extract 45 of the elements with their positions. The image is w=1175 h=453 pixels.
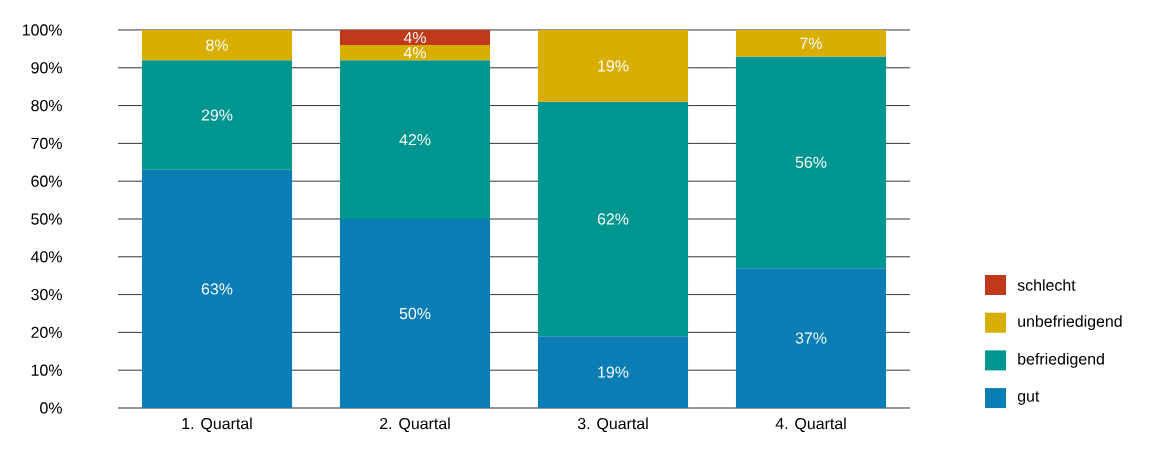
bar	[339, 29, 491, 46]
data-label: 7%	[800, 37, 822, 49]
bar	[339, 218, 491, 408]
data-label: 62%	[597, 213, 629, 225]
data-label: 19%	[598, 366, 629, 378]
y-tick-label: 20%	[31, 326, 62, 339]
y-tick-label: 90%	[31, 62, 62, 74]
y-tick-label: 30%	[31, 288, 62, 301]
legend-label: unbefriedigend	[1018, 315, 1122, 331]
y-tick-label: 10%	[31, 364, 62, 376]
y-tick-label: 0%	[40, 402, 62, 414]
bar	[339, 60, 491, 219]
bar	[537, 101, 689, 337]
data-label: 4%	[403, 31, 426, 44]
bar	[537, 29, 689, 102]
data-label: 50%	[399, 307, 431, 320]
legend-label: gut	[1017, 391, 1040, 405]
bar	[735, 268, 887, 408]
legend-label: schlecht	[1017, 279, 1076, 291]
y-tick-label: 80%	[31, 99, 62, 112]
data-label: 37%	[795, 332, 827, 344]
bar	[141, 29, 293, 61]
y-tick-label: 40%	[30, 251, 62, 263]
x-tick-label: 1. Quartal	[182, 417, 252, 433]
bar	[141, 169, 293, 408]
data-label: 42%	[399, 134, 431, 146]
bar	[339, 45, 491, 61]
bar	[537, 336, 689, 408]
bar	[735, 29, 887, 57]
y-tick-label: 60%	[31, 175, 62, 187]
data-label: 19%	[598, 60, 629, 72]
x-tick-label: 2. Quartal	[380, 417, 450, 433]
data-label: 63%	[201, 283, 233, 295]
y-tick-label: 70%	[31, 137, 62, 150]
bar	[735, 56, 887, 269]
bar	[141, 60, 293, 170]
legend-label: befriedigend	[1018, 352, 1104, 368]
data-label: 4%	[403, 47, 426, 59]
data-label: 8%	[206, 39, 228, 51]
y-tick-label: 50%	[31, 213, 62, 225]
x-tick-label: 4. Quartal	[775, 417, 846, 433]
data-label: 29%	[201, 109, 233, 121]
data-label: 56%	[795, 156, 827, 168]
y-tick-label: 100%	[22, 24, 62, 36]
x-tick-label: 3. Quartal	[577, 417, 648, 433]
